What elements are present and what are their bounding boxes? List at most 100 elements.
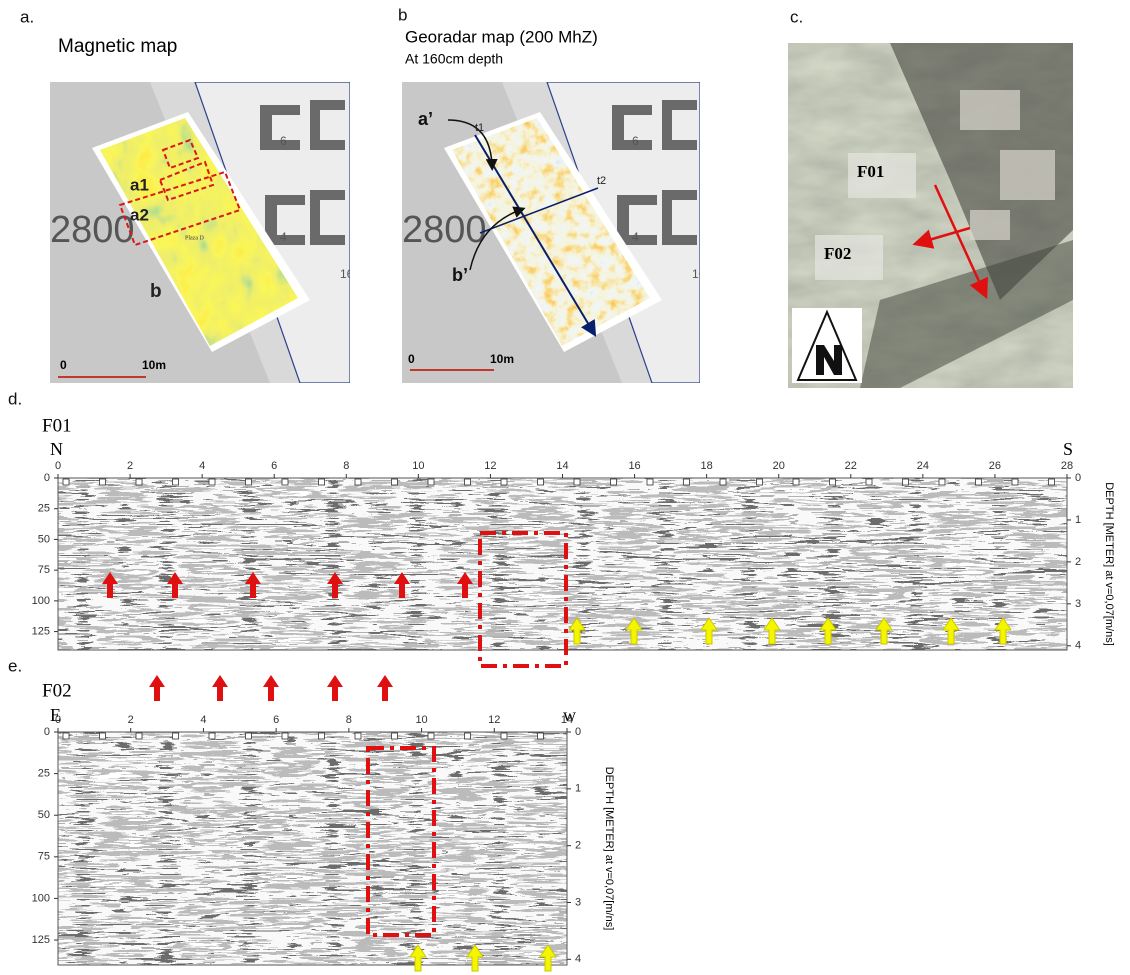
marker (173, 479, 179, 485)
scale-label: 0 (60, 358, 67, 372)
marker (392, 479, 398, 485)
marker (538, 479, 544, 485)
scale-label: 10m (490, 352, 514, 366)
x-tick-label: 6 (273, 714, 279, 726)
marker (319, 479, 325, 485)
marker (173, 733, 179, 739)
panel-label: d. (8, 389, 22, 408)
x-tick-label: 20 (773, 460, 785, 472)
marker (1012, 479, 1018, 485)
contour-label: 2800 (402, 209, 487, 251)
marker (246, 479, 252, 485)
anomaly-label: a1 (130, 175, 149, 194)
x-tick-label: 26 (989, 460, 1001, 472)
marker (355, 733, 361, 739)
anomaly-label: a2 (130, 205, 149, 224)
marker (100, 733, 106, 739)
y2-tick-label: 1 (1075, 514, 1081, 526)
marker (136, 733, 142, 739)
figure: a. Magnetic map 2800 6 4 16 a1 a2 b Plaz… (0, 0, 1130, 975)
marker (392, 733, 398, 739)
x-tick-label: 2 (128, 714, 134, 726)
y-tick-label: 50 (38, 533, 50, 545)
scale-label: 0 (408, 352, 415, 366)
marker (903, 479, 909, 485)
marker (793, 479, 799, 485)
x-tick-label: 4 (200, 714, 206, 726)
x-tick-label: 14 (556, 460, 568, 472)
marker (63, 479, 69, 485)
y2-tick-label: 2 (575, 840, 581, 852)
marker (428, 733, 434, 739)
x-tick-label: 8 (343, 460, 349, 472)
transect-label: t1 (475, 122, 484, 134)
profile-name: F02 (42, 680, 72, 701)
marker (428, 479, 434, 485)
y2-tick-label: 2 (1075, 556, 1081, 568)
x-tick-label: 16 (628, 460, 640, 472)
panel-label: b (398, 5, 407, 24)
anomaly-label: b’ (452, 265, 468, 285)
x-tick-label: 12 (484, 460, 496, 472)
y2-tick-label: 3 (575, 896, 581, 908)
anomaly-label: b (150, 281, 162, 302)
y2-tick-label: 0 (1075, 472, 1081, 484)
y-tick-label: 0 (44, 472, 50, 484)
y2-tick-label: 3 (1075, 598, 1081, 610)
red-arrow (377, 675, 393, 701)
y-tick-label: 100 (32, 892, 50, 904)
x-tick-label: 8 (346, 714, 352, 726)
y2-tick-label: 1 (575, 783, 581, 795)
marker (282, 479, 288, 485)
block-label: 6 (280, 134, 287, 148)
x-tick-label: 0 (55, 460, 61, 472)
x-tick-label: 6 (271, 460, 277, 472)
marker (976, 479, 982, 485)
marker (355, 479, 361, 485)
panel-label: e. (8, 656, 22, 675)
marker (538, 733, 544, 739)
x-tick-label: 12 (488, 714, 500, 726)
marker (501, 479, 507, 485)
magnetic-map: 2800 6 4 16 a1 a2 b Plaza D 0 10m (50, 82, 354, 383)
radargrams: d.F01NS024681012141618202224262802550751… (8, 389, 1115, 971)
panel-label: c. (790, 7, 803, 26)
y-tick-label: 25 (38, 503, 50, 515)
marker (684, 479, 690, 485)
marker (1049, 479, 1055, 485)
y-tick-label: 125 (32, 934, 50, 946)
marker (209, 733, 215, 739)
marker (866, 479, 872, 485)
x-tick-label: 0 (55, 714, 61, 726)
x-tick-label: 2 (127, 460, 133, 472)
profile-end: N (50, 439, 63, 459)
x-tick-label: 28 (1061, 460, 1073, 472)
x-tick-label: 24 (917, 460, 929, 472)
marker (465, 479, 471, 485)
red-arrow (327, 675, 343, 701)
anomaly-label: a’ (418, 109, 433, 129)
profile-end: S (1063, 439, 1073, 459)
y-tick-label: 75 (38, 851, 50, 863)
marker (611, 479, 617, 485)
y-tick-label: 100 (32, 595, 50, 607)
marker (574, 479, 580, 485)
y2-tick-label: 0 (575, 726, 581, 738)
profile-name: F01 (42, 415, 72, 436)
transect-label: t2 (597, 175, 606, 187)
marker (63, 733, 69, 739)
block-label: 16 (340, 267, 354, 281)
block-label: 4 (280, 230, 287, 244)
georadar-map: 2800 6 4 16 a’ b’ t1 t2 0 10m (402, 82, 706, 383)
marker (465, 733, 471, 739)
x-tick-label: 4 (199, 460, 205, 472)
block-label: 4 (632, 230, 639, 244)
aerial-photo: F01 F02 (788, 43, 1073, 388)
y-tick-label: 125 (32, 625, 50, 637)
feature-label: F02 (824, 244, 851, 263)
panel-subtitle: At 160cm depth (405, 51, 503, 67)
y-tick-label: 0 (44, 726, 50, 738)
plaza-label: Plaza D (185, 235, 204, 241)
panel-label: a. (20, 7, 34, 26)
panel-title: Georadar map (200 MhZ) (405, 27, 598, 46)
